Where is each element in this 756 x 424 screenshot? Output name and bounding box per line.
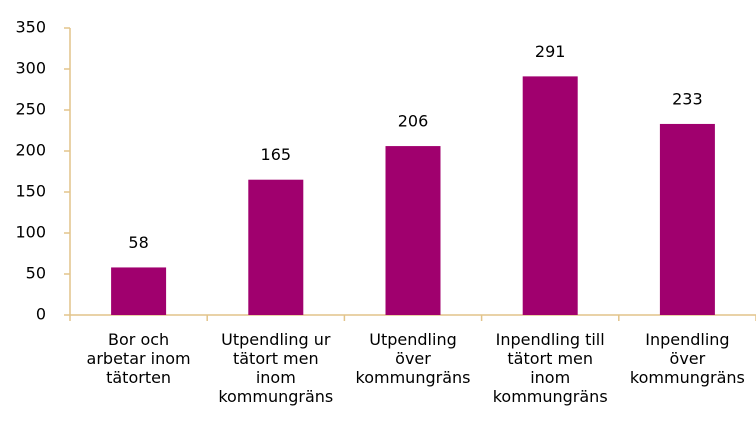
y-tick-label: 0 xyxy=(36,305,46,324)
data-label: 206 xyxy=(398,112,429,131)
data-label: 233 xyxy=(672,89,703,108)
x-tick-label: Inpendling till tätort men inom kommungr… xyxy=(492,330,608,406)
data-label: 165 xyxy=(261,145,292,164)
y-tick-label: 150 xyxy=(15,182,46,201)
data-label: 291 xyxy=(535,42,566,61)
x-tick-label: Utpendling ur tätort men inom kommungrän… xyxy=(218,330,334,406)
y-tick-label: 350 xyxy=(15,18,46,37)
bar xyxy=(522,76,578,315)
x-tick-label: Inpendling över kommungräns xyxy=(629,330,745,387)
data-label: 58 xyxy=(128,233,148,252)
y-tick-label: 300 xyxy=(15,59,46,78)
y-tick-label: 250 xyxy=(15,100,46,119)
x-tick-label: Bor och arbetar inom tätorten xyxy=(86,330,191,387)
bar xyxy=(385,146,441,315)
bar xyxy=(111,267,167,315)
x-tick-label: Utpendling över kommungräns xyxy=(355,330,471,387)
y-tick-label: 100 xyxy=(15,223,46,242)
bar xyxy=(248,179,304,315)
y-tick-label: 50 xyxy=(26,264,46,283)
bar xyxy=(659,123,715,315)
y-tick-label: 200 xyxy=(15,141,46,160)
